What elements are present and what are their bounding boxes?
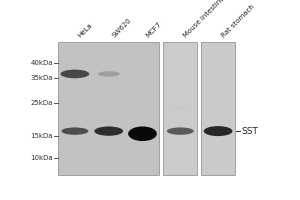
Text: MCF7: MCF7: [145, 21, 162, 39]
Text: SST: SST: [241, 127, 258, 136]
Bar: [164, 42, 197, 175]
Text: SW620: SW620: [111, 17, 132, 39]
Ellipse shape: [174, 107, 186, 110]
Text: 35kDa: 35kDa: [31, 75, 53, 81]
Text: Mouse intestine: Mouse intestine: [182, 0, 226, 39]
Ellipse shape: [167, 127, 194, 135]
Ellipse shape: [204, 126, 232, 136]
Text: HeLa: HeLa: [77, 22, 94, 39]
Bar: [201, 42, 235, 175]
Text: 40kDa: 40kDa: [31, 60, 53, 66]
Text: 15kDa: 15kDa: [31, 133, 53, 139]
Ellipse shape: [61, 127, 88, 135]
Text: Rat stomach: Rat stomach: [220, 4, 255, 39]
Text: 25kDa: 25kDa: [31, 100, 53, 106]
Bar: [58, 42, 159, 175]
Ellipse shape: [128, 126, 157, 141]
Ellipse shape: [98, 71, 120, 77]
Text: 10kDa: 10kDa: [30, 155, 53, 161]
Ellipse shape: [94, 126, 123, 136]
Ellipse shape: [61, 70, 89, 78]
